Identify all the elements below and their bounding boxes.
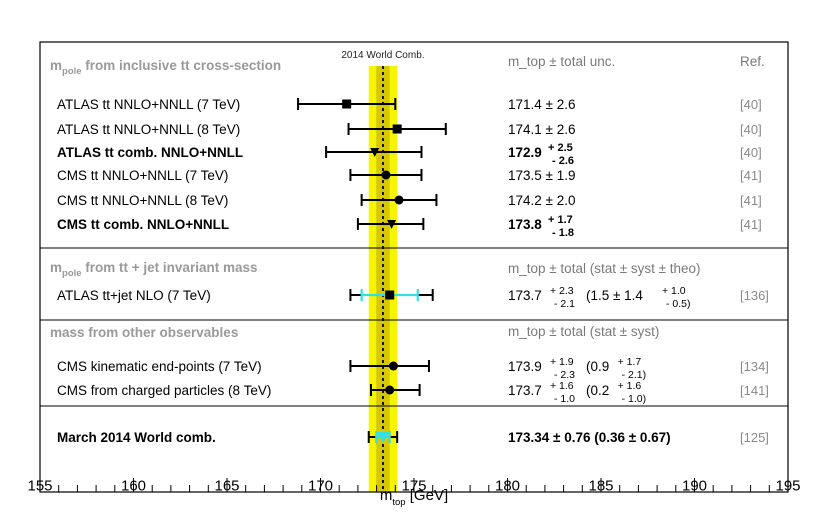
measurement-row: CMS tt NNLO+NNLL (8 TeV) 174.2 ± 2.0 [41] bbox=[57, 193, 762, 208]
measurement-row: ATLAS tt comb. NNLO+NNLL 172.9 + 2.5- 2.6 [… bbox=[57, 142, 762, 167]
error-up: + 1.9 bbox=[550, 356, 574, 368]
reference: [41] bbox=[740, 168, 762, 183]
measurement-value: 173.8 bbox=[508, 217, 542, 232]
reference: [125] bbox=[740, 430, 769, 445]
measurement-value: 173.7 bbox=[508, 383, 542, 398]
x-axis-title: mtop [GeV] bbox=[380, 487, 448, 508]
x-tick-label: 155 bbox=[27, 477, 52, 494]
ref-header: Ref. bbox=[740, 54, 765, 69]
value-header-1: m_top ± total unc. bbox=[508, 54, 615, 69]
x-tick-label: 165 bbox=[214, 477, 239, 494]
x-tick-label: 160 bbox=[121, 477, 146, 494]
detail-down: - 1.0) bbox=[622, 393, 647, 405]
data-point-square bbox=[342, 99, 352, 109]
measurement-value: 171.4 ± 2.6 bbox=[508, 97, 575, 112]
measurement-value: 173.34 ± 0.76 (0.36 ± 0.67) bbox=[508, 430, 671, 445]
measurement-label: March 2014 World comb. bbox=[57, 430, 216, 445]
x-tick-label: 190 bbox=[682, 477, 707, 494]
measurement-row: ATLAS tt+jet NLO (7 TeV) 173.7 + 2.3- 2.1 (… bbox=[57, 285, 769, 310]
error-down: - 2.6 bbox=[552, 155, 574, 167]
x-tick-label: 170 bbox=[308, 477, 333, 494]
reference: [40] bbox=[740, 122, 762, 137]
band-label: 2014 World Comb. bbox=[341, 50, 424, 61]
x-tick-label: 175 bbox=[401, 477, 426, 494]
x-tick-label: 185 bbox=[588, 477, 613, 494]
error-up: + 1.6 bbox=[550, 380, 574, 392]
reference: [141] bbox=[740, 383, 769, 398]
value-header-2: m_top ± total (stat ± syst ± theo) bbox=[508, 261, 701, 276]
measurement-value: 173.9 bbox=[508, 359, 542, 374]
reference: [40] bbox=[740, 145, 762, 160]
error-down: - 1.0 bbox=[554, 393, 575, 405]
detail-up: + 1.7 bbox=[618, 356, 642, 368]
measurement-row: ATLAS tt NNLO+NNLL (7 TeV) 171.4 ± 2.6 [40… bbox=[57, 97, 762, 112]
measurement-value: 174.2 ± 2.0 bbox=[508, 193, 575, 208]
measurement-value: 173.5 ± 1.9 bbox=[508, 168, 575, 183]
stat-syst-detail: (1.5 ± 1.4 bbox=[586, 288, 643, 303]
error-down: - 1.8 bbox=[552, 227, 574, 239]
data-point-triangle bbox=[387, 220, 397, 229]
data-point-circle bbox=[385, 385, 395, 395]
measurement-label: ATLAS tt+jet NLO (7 TeV) bbox=[57, 288, 211, 303]
measurement-label: CMS tt NNLO+NNLL (7 TeV) bbox=[57, 168, 228, 183]
measurement-label: ATLAS tt NNLO+NNLL (7 TeV) bbox=[57, 97, 240, 112]
measurement-label: CMS from charged particles (8 TeV) bbox=[57, 383, 271, 398]
measurement-row: CMS kinematic end-points (7 TeV) 173.9 + 1… bbox=[57, 356, 769, 381]
section-title-3: mass from other observables bbox=[50, 325, 238, 340]
stat-syst-detail: (0.9 bbox=[586, 359, 609, 374]
data-point-triangle bbox=[370, 148, 380, 157]
measurement-label: CMS tt NNLO+NNLL (8 TeV) bbox=[57, 193, 228, 208]
error-up: + 2.5 bbox=[548, 142, 573, 154]
section-title-2: mpole from tt + jet invariant mass bbox=[50, 260, 257, 279]
error-up: + 2.3 bbox=[550, 285, 574, 297]
error-down: - 2.1 bbox=[554, 298, 575, 310]
reference: [40] bbox=[740, 97, 762, 112]
detail-down: - 0.5) bbox=[666, 298, 691, 310]
error-up: + 1.7 bbox=[548, 214, 573, 226]
x-tick-label: 195 bbox=[775, 477, 800, 494]
reference: [134] bbox=[740, 359, 769, 374]
measurement-value: 174.1 ± 2.6 bbox=[508, 122, 575, 137]
data-point-circle bbox=[394, 195, 404, 205]
measurement-label: ATLAS tt NNLO+NNLL (8 TeV) bbox=[57, 122, 240, 137]
detail-down: - 2.1) bbox=[622, 369, 647, 381]
data-point-triangle bbox=[376, 432, 389, 443]
reference: [136] bbox=[740, 288, 769, 303]
measurement-row: March 2014 World comb. 173.34 ± 0.76 (0.3… bbox=[57, 430, 769, 445]
measurement-label: CMS kinematic end-points (7 TeV) bbox=[57, 359, 262, 374]
data-point-square bbox=[392, 124, 402, 134]
measurement-value: 173.7 bbox=[508, 288, 542, 303]
measurement-row: CMS tt comb. NNLO+NNLL 173.8 + 1.7- 1.8 [41… bbox=[57, 214, 762, 239]
data-point-circle bbox=[388, 361, 398, 371]
measurement-value: 172.9 bbox=[508, 145, 542, 160]
measurement-rows: ATLAS tt NNLO+NNLL (7 TeV) 171.4 ± 2.6 [40… bbox=[57, 97, 769, 445]
value-header-3: m_top ± total (stat ± syst) bbox=[508, 324, 659, 339]
data-point-square bbox=[385, 290, 395, 300]
measurement-row: CMS from charged particles (8 TeV) 173.7 +… bbox=[57, 380, 769, 405]
detail-up: + 1.0 bbox=[662, 285, 686, 297]
section-title-1: mpole from inclusive tt cross-section bbox=[50, 58, 281, 77]
x-axis: 155 160 165 170 175 180 185 190 195 bbox=[27, 477, 800, 494]
detail-up: + 1.6 bbox=[618, 380, 642, 392]
measurement-label: CMS tt comb. NNLO+NNLL bbox=[57, 217, 229, 232]
measurement-label: ATLAS tt comb. NNLO+NNLL bbox=[57, 145, 243, 160]
measurement-row: ATLAS tt NNLO+NNLL (8 TeV) 174.1 ± 2.6 [40… bbox=[57, 122, 762, 137]
error-down: - 2.3 bbox=[554, 369, 575, 381]
x-tick-label: 180 bbox=[495, 477, 520, 494]
reference: [41] bbox=[740, 217, 762, 232]
data-point-circle bbox=[381, 170, 391, 180]
measurement-row: CMS tt NNLO+NNLL (7 TeV) 173.5 ± 1.9 [41] bbox=[57, 168, 762, 183]
stat-syst-detail: (0.2 bbox=[586, 383, 609, 398]
reference: [41] bbox=[740, 193, 762, 208]
